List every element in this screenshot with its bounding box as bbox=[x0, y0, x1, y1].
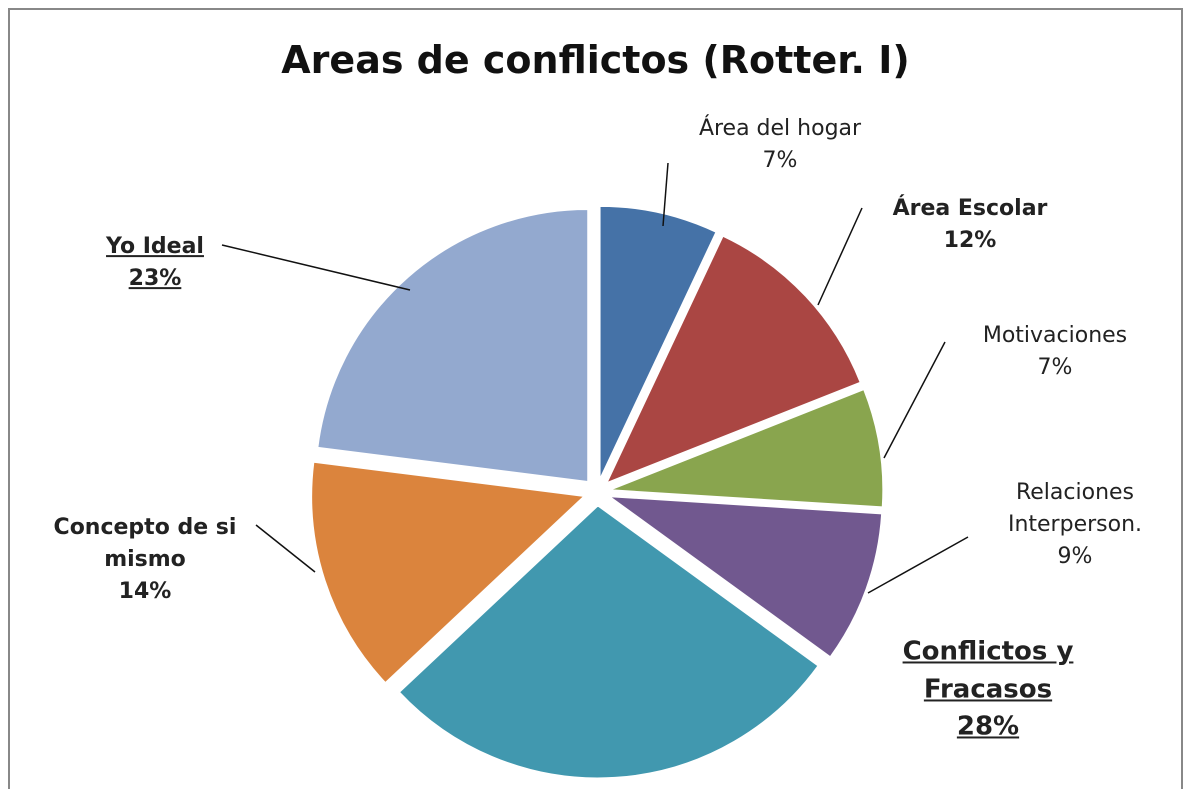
leader-line bbox=[662, 162, 669, 227]
pie-slice bbox=[610, 389, 884, 508]
leader-line bbox=[817, 207, 863, 306]
slice-label: Área del hogar 7% bbox=[670, 113, 890, 177]
label-name: Motivaciones bbox=[982, 323, 1128, 349]
label-name: Yo Ideal bbox=[106, 234, 204, 260]
leader-line bbox=[221, 244, 411, 291]
label-name: Área Escolar bbox=[892, 196, 1048, 222]
label-value: 14% bbox=[118, 578, 172, 604]
slice-label: Relaciones Interperson. 9% bbox=[985, 477, 1165, 573]
label-name: Conflictos y Fracasos bbox=[902, 636, 1074, 705]
label-name: Concepto de si mismo bbox=[53, 515, 237, 573]
slice-label: Conflictos y Fracasos 28% bbox=[883, 633, 1093, 746]
label-value: 9% bbox=[1057, 543, 1093, 569]
pie-slice bbox=[606, 235, 861, 484]
chart-title: Areas de conflictos (Rotter. I) bbox=[281, 38, 910, 82]
label-value: 12% bbox=[943, 228, 997, 253]
label-value: 28% bbox=[956, 711, 1020, 742]
slice-label: Área Escolar 12% bbox=[860, 193, 1080, 257]
label-value: 7% bbox=[762, 148, 798, 173]
pie-slice bbox=[599, 205, 717, 479]
chart-frame bbox=[8, 8, 1183, 789]
pie-slice bbox=[398, 505, 819, 779]
label-name: Área del hogar bbox=[698, 116, 862, 142]
slice-label: Concepto de si mismo 14% bbox=[30, 512, 260, 608]
leader-line bbox=[883, 341, 946, 459]
pie-slice bbox=[608, 496, 883, 658]
leader-line bbox=[255, 524, 316, 573]
label-value: 23% bbox=[128, 266, 182, 291]
leader-line bbox=[867, 536, 969, 594]
slice-label: Motivaciones 7% bbox=[955, 320, 1155, 384]
pie-slice bbox=[317, 208, 589, 483]
pie-slice bbox=[311, 461, 585, 684]
slice-label: Yo Ideal 23% bbox=[75, 231, 235, 295]
label-name: Relaciones Interperson. bbox=[1007, 480, 1143, 538]
label-value: 7% bbox=[1037, 355, 1073, 380]
